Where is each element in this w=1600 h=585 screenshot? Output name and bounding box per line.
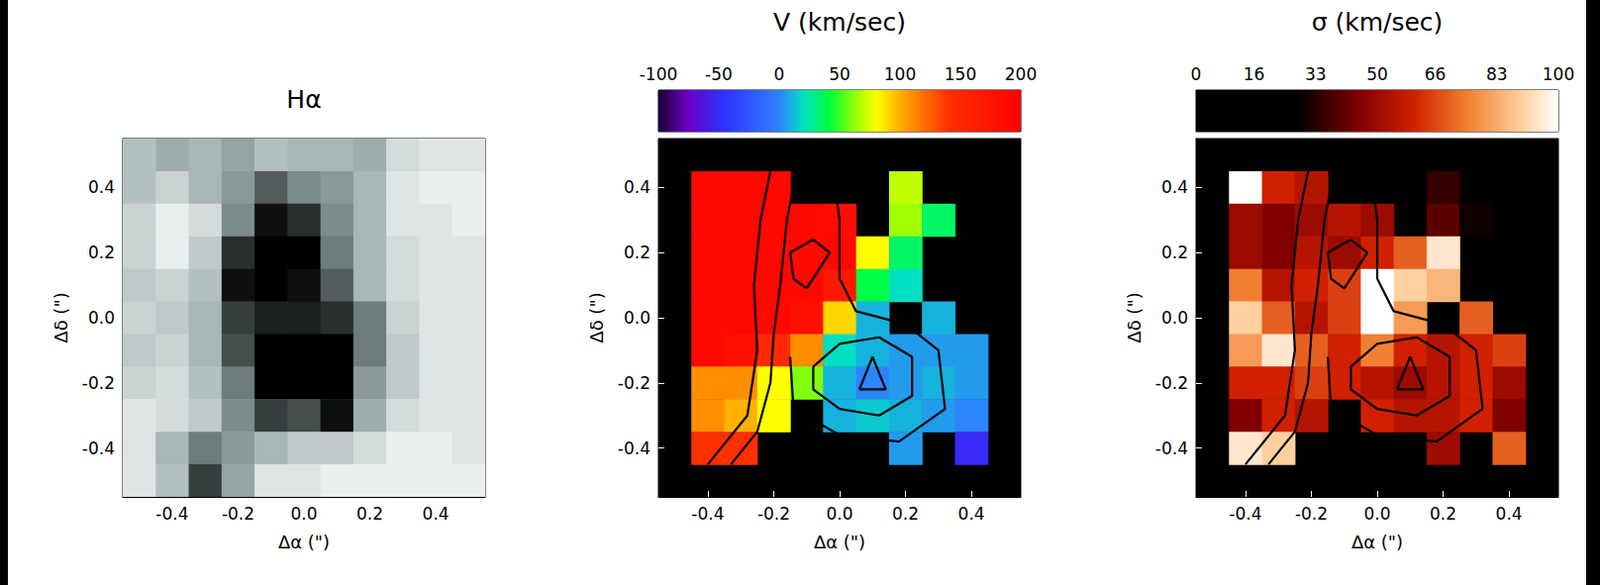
svg-text:0.4: 0.4 — [88, 177, 115, 198]
svg-text:0.2: 0.2 — [88, 242, 115, 263]
svg-text:50: 50 — [1366, 64, 1389, 85]
svg-text:200: 200 — [1004, 64, 1037, 85]
svg-text:Hα: Hα — [286, 85, 321, 114]
svg-text:σ (km/sec): σ (km/sec) — [1311, 7, 1444, 37]
svg-text:0.4: 0.4 — [1496, 503, 1523, 524]
svg-text:Δα ("): Δα (") — [278, 531, 330, 553]
svg-text:-0.2: -0.2 — [757, 503, 791, 524]
svg-text:-0.4: -0.4 — [691, 503, 724, 524]
svg-text:Δδ ("): Δδ (") — [586, 292, 607, 343]
svg-text:Δα ("): Δα (") — [813, 531, 866, 553]
svg-text:Δδ ("): Δδ (") — [50, 292, 72, 343]
svg-text:-0.4: -0.4 — [617, 438, 651, 459]
svg-text:0.4: 0.4 — [623, 177, 651, 198]
svg-text:0.0: 0.0 — [290, 503, 317, 524]
svg-text:-0.4: -0.4 — [155, 503, 189, 524]
svg-text:-0.2: -0.2 — [82, 373, 115, 394]
svg-text:-0.2: -0.2 — [221, 503, 255, 524]
svg-text:Δα ("): Δα (") — [1351, 531, 1403, 553]
svg-text:100: 100 — [1542, 64, 1575, 85]
svg-text:0.0: 0.0 — [825, 503, 853, 524]
svg-text:16: 16 — [1243, 64, 1266, 85]
svg-text:0.2: 0.2 — [892, 503, 919, 524]
svg-text:0.4: 0.4 — [1161, 177, 1189, 198]
svg-text:0.2: 0.2 — [1429, 503, 1457, 524]
svg-text:100: 100 — [884, 64, 916, 85]
svg-text:-0.4: -0.4 — [1155, 438, 1189, 459]
svg-text:0.2: 0.2 — [356, 503, 384, 524]
svg-text:-0.2: -0.2 — [1295, 503, 1328, 524]
svg-text:0.0: 0.0 — [88, 307, 115, 328]
svg-text:83: 83 — [1486, 64, 1508, 85]
svg-text:-0.2: -0.2 — [617, 373, 651, 394]
svg-text:150: 150 — [944, 64, 977, 85]
svg-text:0.4: 0.4 — [958, 503, 986, 524]
svg-text:V (km/sec): V (km/sec) — [773, 7, 906, 37]
svg-text:-0.4: -0.4 — [82, 438, 115, 459]
svg-text:0.4: 0.4 — [422, 503, 450, 524]
svg-text:0.2: 0.2 — [1161, 242, 1189, 263]
svg-text:66: 66 — [1424, 64, 1447, 85]
svg-text:0: 0 — [1191, 64, 1202, 85]
svg-text:50: 50 — [828, 64, 851, 85]
svg-text:33: 33 — [1304, 64, 1327, 85]
svg-text:0.2: 0.2 — [623, 242, 651, 263]
svg-text:-50: -50 — [704, 64, 733, 85]
svg-text:Δδ ("): Δδ (") — [1123, 292, 1145, 343]
svg-text:-0.2: -0.2 — [1155, 373, 1189, 394]
svg-text:0.0: 0.0 — [1161, 307, 1189, 328]
svg-text:0: 0 — [774, 64, 786, 85]
svg-text:0.0: 0.0 — [1363, 503, 1391, 524]
svg-text:-100: -100 — [639, 64, 679, 85]
svg-text:0.0: 0.0 — [623, 307, 651, 328]
svg-text:-0.4: -0.4 — [1228, 503, 1262, 524]
